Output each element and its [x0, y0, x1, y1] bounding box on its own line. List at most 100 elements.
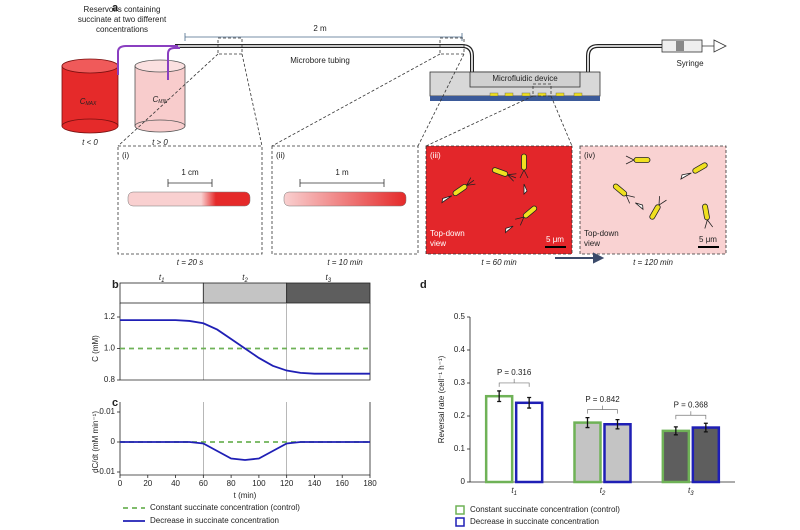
panel-label: c [112, 397, 118, 409]
reservoir-top [134, 59, 186, 73]
significance-bracket [498, 378, 530, 387]
y-tick-label: 0 [111, 437, 116, 446]
error-bar [703, 422, 708, 433]
bar [661, 429, 691, 484]
length-label: 2 m [313, 24, 327, 33]
view-label: Top-down [430, 229, 465, 238]
series-line [120, 441, 370, 461]
period-label: t1 [159, 273, 165, 283]
y-tick-label: 1.0 [104, 344, 116, 353]
zoom-lines [117, 53, 573, 147]
panel-a: a Reservoirs containing succinate at two… [61, 2, 727, 267]
inlet-tube [167, 47, 180, 80]
reservoir-caption: Reservoirs containing [84, 5, 161, 14]
y-tick-label: 0.5 [454, 312, 466, 321]
tube-section [283, 191, 407, 207]
series-line [120, 319, 370, 375]
symbol: t [688, 486, 691, 495]
significance-bracket [675, 411, 707, 420]
p-value: P = 0.842 [585, 395, 620, 404]
period [286, 282, 371, 304]
y-tick-label: 0 [461, 477, 466, 486]
time-label: t < 0 [82, 138, 98, 147]
bar [603, 423, 632, 484]
y-axis-label: Reversal rate (cell⁻¹ h⁻¹) [437, 355, 446, 443]
symbol: t [511, 486, 514, 495]
device-base [430, 96, 600, 101]
subscript: 1 [514, 491, 517, 497]
bar [484, 394, 514, 484]
inset-id: (i) [122, 151, 129, 160]
x-tick-label: t3 [688, 486, 694, 496]
x-tick-label: 60 [199, 479, 208, 488]
subscript: 3 [690, 491, 694, 497]
subscript: MIN [158, 99, 168, 105]
legend-label: Constant succinate concentration (contro… [470, 505, 620, 514]
p-value: P = 0.316 [497, 368, 532, 377]
x-tick-label: 120 [280, 479, 294, 488]
x-tick-label: 160 [336, 479, 350, 488]
subscript: 2 [243, 278, 248, 284]
y-tick-label: 0.2 [454, 411, 466, 420]
error-bar [615, 418, 620, 430]
period [202, 282, 288, 304]
x-axis-label: t (min) [234, 491, 257, 500]
panel-label: b [112, 279, 119, 291]
symbol: C [153, 95, 159, 104]
subscript: 1 [161, 278, 164, 284]
y-tick-label: 0.01 [99, 407, 115, 416]
y-tick-label: 0.3 [454, 378, 466, 387]
symbol: C [80, 97, 86, 106]
reservoir-high-label: CMAX [80, 97, 97, 107]
y-tick-label: 0.8 [104, 375, 116, 384]
y-axis-label: dC/dt (mM min⁻¹) [91, 411, 100, 473]
plot-frame [119, 303, 371, 381]
tubing-core [175, 45, 473, 82]
inset-time: t = 120 min [633, 258, 673, 267]
x-tick-label: 180 [363, 479, 377, 488]
legend-swatch [455, 505, 465, 515]
scale-bar [299, 179, 385, 187]
inset-time: t = 60 min [481, 258, 517, 267]
y-tick-label: 1.2 [104, 312, 116, 321]
reservoir-caption: succinate at two different [78, 15, 167, 24]
zoom-box [217, 37, 243, 55]
inset-id: (iv) [584, 151, 595, 160]
tube-section [127, 191, 251, 207]
x-tick-label: t2 [600, 486, 606, 496]
symbol: t [326, 273, 329, 282]
x-tick-label: 80 [227, 479, 236, 488]
time-label: t > 0 [152, 138, 168, 147]
x-tick-label: 0 [118, 479, 123, 488]
device-label: Microfluidic device [492, 74, 558, 83]
device-chamber [469, 71, 581, 88]
panel-label: d [420, 279, 427, 291]
legend-label: Decrease in succinate concentration [150, 516, 279, 525]
legend-label: Decrease in succinate concentration [470, 517, 599, 526]
subscript: 2 [601, 491, 606, 497]
y-axis-label: C (mM) [91, 335, 100, 362]
reservoir-base [134, 119, 186, 133]
zoom-box [439, 37, 465, 55]
subscript: MAX [85, 101, 97, 107]
syringe-label: Syringe [676, 59, 704, 68]
symbol: t [242, 273, 245, 282]
bar [691, 426, 721, 484]
inset-frame [271, 145, 419, 255]
y-tick-label: 0.4 [454, 345, 466, 354]
reservoir-top [61, 58, 119, 74]
view-label: Top-down [584, 229, 619, 238]
error-bar [527, 396, 532, 409]
x-tick-label: 100 [252, 479, 266, 488]
inset-id: (ii) [276, 151, 285, 160]
scale-label: 1 m [335, 168, 349, 177]
scale-label: 5 μm [699, 235, 717, 244]
bacteria [441, 153, 714, 234]
y-tick-label: -0.01 [97, 467, 116, 476]
panel-label: a [112, 2, 119, 14]
error-bar [673, 426, 678, 436]
bar [514, 401, 544, 484]
legend-label: Constant succinate concentration (contro… [150, 503, 300, 512]
scale-label: 5 μm [546, 235, 564, 244]
